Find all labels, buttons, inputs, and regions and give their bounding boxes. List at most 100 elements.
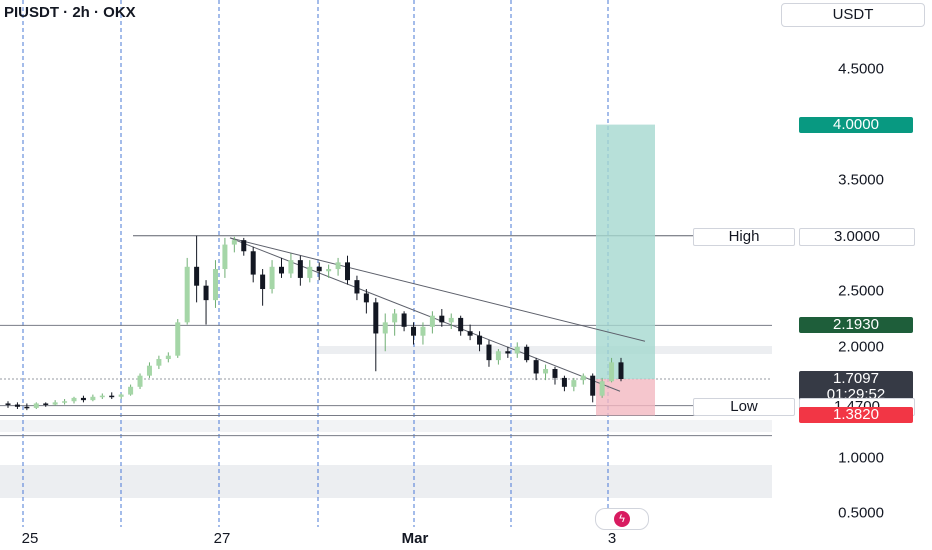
candle-body <box>571 380 577 387</box>
chart-title: PIUSDT · 2h · OKX <box>4 4 136 21</box>
x-tick-label: 3 <box>607 530 617 547</box>
candle-body <box>260 274 266 290</box>
event-badge[interactable]: ϟ <box>595 508 649 530</box>
candle-body <box>599 381 605 396</box>
price-tag-value: 2.1930 <box>799 317 913 334</box>
price-tag-value: 3.0000 <box>799 227 915 246</box>
candle-body <box>137 375 143 387</box>
x-tick-label: Mar <box>401 530 429 547</box>
candle-body <box>212 269 218 301</box>
candle-body <box>354 280 360 294</box>
candle-body <box>618 362 624 380</box>
candle-body <box>90 396 96 401</box>
candle-body <box>609 362 615 382</box>
candle-body <box>62 401 68 403</box>
candle-body <box>99 395 105 398</box>
price-tag-value: 1.3820 <box>799 407 913 424</box>
price-tag-label: High <box>693 227 795 246</box>
candle-body <box>118 394 124 397</box>
gray-band <box>0 420 772 432</box>
candle-body <box>345 262 351 281</box>
candle-body <box>486 344 492 361</box>
price-tag-label: Low <box>693 397 795 416</box>
y-tick-label: 2.0000 <box>838 338 884 356</box>
candle-body <box>71 397 77 402</box>
candle-body <box>250 251 256 275</box>
currency-unit-button[interactable]: USDT <box>781 3 925 27</box>
horizontal-levels <box>0 235 772 437</box>
candle-body <box>590 375 596 396</box>
candle-body <box>429 315 435 327</box>
candle-body <box>80 397 86 401</box>
candle-body <box>269 266 275 290</box>
candle-body <box>448 317 454 323</box>
candle-body <box>222 244 228 270</box>
candle-body <box>146 365 152 376</box>
candle-body <box>392 313 398 323</box>
candle-body <box>543 369 549 374</box>
time-vertical-lines <box>22 0 609 527</box>
candle-body <box>278 266 284 274</box>
candle-body <box>524 346 530 361</box>
gray-band <box>0 465 772 498</box>
x-tick-label: 25 <box>21 530 39 547</box>
candle-body <box>194 266 200 286</box>
price-tag-value: 4.0000 <box>799 116 913 133</box>
trend-line <box>229 237 646 342</box>
y-tick-label: 2.5000 <box>838 282 884 300</box>
candle-body <box>43 403 49 405</box>
y-tick-label: 3.5000 <box>838 171 884 189</box>
candle-body <box>495 351 501 361</box>
candle-body <box>335 262 341 270</box>
background-bands <box>0 346 772 498</box>
candle-body <box>505 351 511 354</box>
candle-body <box>439 315 445 323</box>
x-tick-label: 27 <box>213 530 231 547</box>
candle-body <box>382 322 388 334</box>
candle-body <box>231 240 237 245</box>
candle-body <box>5 403 11 405</box>
candle-body <box>420 326 426 336</box>
candle-body <box>552 369 558 378</box>
candle-body <box>401 313 407 327</box>
candle-body <box>24 406 30 409</box>
position-tool[interactable] <box>596 124 655 416</box>
stop-zone <box>596 379 655 416</box>
candle-body <box>458 317 464 332</box>
target-zone <box>596 124 655 380</box>
candle-body <box>373 302 379 334</box>
candle-body <box>165 355 171 360</box>
candle-body <box>156 359 162 366</box>
candle-body <box>363 293 369 303</box>
candle-body <box>184 266 190 323</box>
lightning-icon: ϟ <box>614 511 630 527</box>
candle-body <box>33 403 39 408</box>
candle-body <box>14 404 20 407</box>
candle-body <box>288 260 294 274</box>
candle-body <box>467 331 473 336</box>
candle-body <box>52 402 58 405</box>
candle-body <box>316 266 322 272</box>
y-tick-label: 0.5000 <box>838 504 884 522</box>
candle-body <box>241 240 247 252</box>
candle-body <box>307 266 313 278</box>
y-tick-label: 1.0000 <box>838 449 884 467</box>
candle-body <box>514 346 520 354</box>
candle-body <box>109 395 115 398</box>
gray-band <box>318 346 772 354</box>
candle-body <box>561 377 567 387</box>
candle-body <box>203 285 209 301</box>
candle-body <box>411 326 417 336</box>
candle-body <box>580 375 586 381</box>
candle-body <box>533 360 539 374</box>
candle-body <box>175 322 181 356</box>
trend-lines[interactable] <box>229 237 646 392</box>
candles <box>5 235 624 411</box>
trend-line <box>229 237 621 392</box>
candle-body <box>297 260 303 278</box>
candle-body <box>477 335 483 345</box>
candle-body <box>326 269 332 272</box>
y-tick-label: 4.5000 <box>838 60 884 78</box>
candle-body <box>128 386 134 395</box>
